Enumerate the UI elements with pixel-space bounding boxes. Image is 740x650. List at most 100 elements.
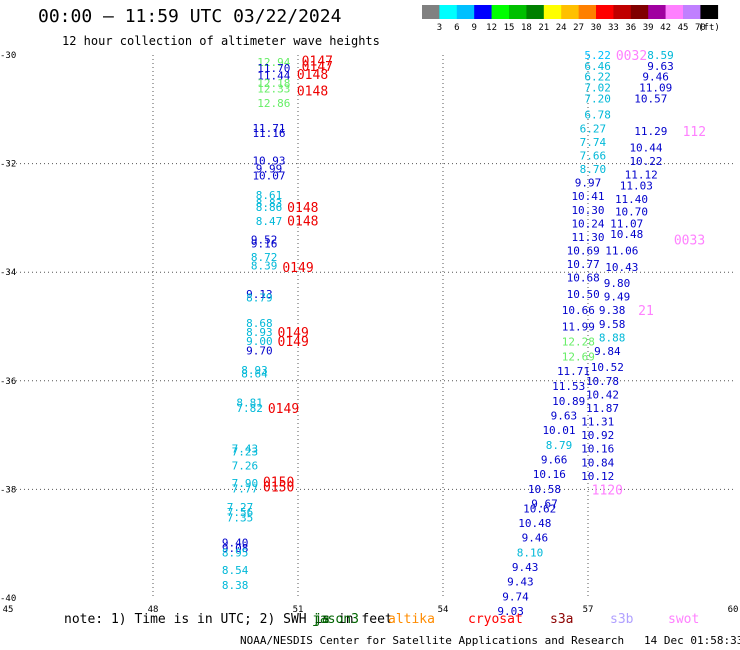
scale-swatch — [630, 5, 649, 19]
wave-height-point: 12.94 — [257, 56, 290, 69]
wave-height-point: 8.59 — [647, 49, 674, 62]
scale-swatch — [526, 5, 545, 19]
scale-swatch — [543, 5, 562, 19]
pass-number-label: 0147 — [302, 54, 333, 69]
wave-height-point: 12.18 — [257, 77, 290, 90]
pass-number-label: 21 — [638, 304, 654, 319]
wave-height-point: 7.66 — [580, 149, 607, 162]
pass-number-label: 0149 — [278, 335, 309, 350]
wave-height-point: 11.12 — [625, 168, 658, 181]
footer-credit: NOAA/NESDIS Center for Satellite Applica… — [240, 634, 740, 647]
wave-height-point: 10.16 — [533, 468, 566, 481]
wave-height-point: 9.67 — [531, 498, 558, 511]
footer-timestamp: 14 Dec 01:58:33 UTC 2024 — [643, 634, 740, 647]
scale-swatch — [456, 5, 475, 19]
scale-unit-label: (ft) — [698, 23, 720, 33]
legend-s3a: s3a — [550, 612, 574, 627]
wave-height-point: 9.46 — [642, 71, 669, 84]
scale-swatch — [578, 5, 597, 19]
wave-height-point: 9.46 — [522, 532, 549, 545]
pass-number-label: 0148 — [287, 201, 318, 216]
wave-height-point: 11.03 — [620, 179, 653, 192]
wave-height-point: 8.79 — [246, 292, 273, 305]
legend-overlap-ja: ja — [314, 612, 330, 627]
footer-credit-text: NOAA/NESDIS Center for Satellite Applica… — [240, 634, 625, 647]
wave-height-point: 9.13 — [246, 288, 273, 301]
wave-height-point: 8.39 — [251, 260, 278, 273]
wave-height-point: 11.71 — [557, 365, 590, 378]
wave-height-point: 7.26 — [232, 460, 259, 473]
wave-height-point: 8.38 — [222, 579, 249, 592]
wave-height-point: 10.50 — [567, 288, 600, 301]
wave-height-point: 10.66 — [562, 304, 595, 317]
wave-height-point: 11.87 — [586, 402, 619, 415]
wave-height-point: 7.56 — [227, 506, 254, 519]
wave-height-point: 8.95 — [222, 546, 249, 559]
pass-number-label: 0150 — [263, 475, 294, 490]
wave-height-point: 10.58 — [528, 483, 561, 496]
wave-height-point: 10.57 — [634, 92, 667, 105]
scale-swatch — [596, 5, 614, 19]
scale-label: 3 — [437, 23, 442, 33]
legend-jason3: jason3 — [312, 612, 359, 627]
wave-height-point: 11.07 — [610, 217, 643, 230]
wave-height-point: 10.48 — [518, 517, 551, 530]
legend-note: note: 1) Time is in UTC; 2) SWH is in fe… — [64, 612, 393, 627]
x-tick-label: 45 — [3, 605, 14, 615]
wave-height-point: 11.16 — [252, 127, 285, 140]
wave-height-point: 8.70 — [580, 163, 607, 176]
wave-height-point: 12.69 — [562, 350, 595, 363]
wave-height-point: 7.20 — [584, 92, 611, 105]
wave-height-point: 10.52 — [591, 361, 624, 374]
pass-number-label: 1120 — [592, 483, 623, 498]
pass-number-label: 0150 — [263, 481, 294, 496]
legend-swot: swot — [668, 612, 700, 627]
scale-label: 21 — [538, 23, 549, 33]
wave-height-point: 7.77 — [232, 482, 259, 495]
wave-height-point: 12.86 — [257, 97, 290, 110]
scale-swatch — [613, 5, 632, 19]
y-tick-label: -30 — [0, 51, 16, 61]
scale-label: 33 — [608, 23, 619, 33]
wave-height-point: 10.48 — [610, 228, 643, 241]
wave-height-point: 8.83 — [256, 197, 283, 210]
wave-height-point: 9.16 — [251, 237, 278, 250]
wave-height-point: 9.43 — [512, 561, 539, 574]
wave-height-point: 8.47 — [256, 215, 283, 228]
wave-height-point: 8.86 — [256, 201, 283, 214]
wave-height-point: 10.44 — [629, 141, 662, 154]
wave-height-point: 5.22 — [584, 49, 611, 62]
wave-height-point: 10.77 — [567, 258, 600, 271]
wave-height-point: 8.64 — [241, 368, 268, 381]
wave-height-point: 7.02 — [584, 82, 611, 95]
wave-height-point: 11.40 — [615, 193, 648, 206]
scale-swatch — [648, 5, 666, 19]
wave-height-point: 9.52 — [251, 234, 278, 247]
scale-label: 6 — [454, 23, 459, 33]
scale-label: 15 — [504, 23, 515, 33]
wave-height-point: 9.99 — [256, 162, 283, 175]
scale-swatch — [509, 5, 527, 19]
wave-height-point: 10.16 — [581, 443, 614, 456]
x-tick-label: 60 — [728, 605, 739, 615]
scale-label: 70 — [695, 23, 706, 33]
wave-height-point: 10.69 — [567, 244, 600, 257]
legend-cryosat: cryosat — [468, 612, 523, 627]
scale-label: 9 — [471, 23, 476, 33]
wave-height-point: 8.54 — [222, 564, 249, 577]
wave-height-point: 9.74 — [502, 590, 529, 603]
wave-height-point: 8.93 — [241, 364, 268, 377]
wave-height-point: 12.28 — [562, 336, 595, 349]
wave-height-point: 10.92 — [581, 429, 614, 442]
scale-swatch — [700, 5, 719, 19]
x-tick-label: 51 — [293, 605, 304, 615]
wave-height-point: 10.01 — [542, 424, 575, 437]
wave-height-point: 10.70 — [615, 205, 648, 218]
wave-height-point: 9.63 — [647, 60, 674, 73]
pass-number-label: 0032 — [616, 49, 647, 64]
scale-swatch — [422, 5, 440, 19]
legend-s3b: s3b — [610, 612, 634, 627]
wave-height-point: 8.81 — [236, 397, 263, 410]
wave-height-point: 11.70 — [257, 62, 290, 75]
